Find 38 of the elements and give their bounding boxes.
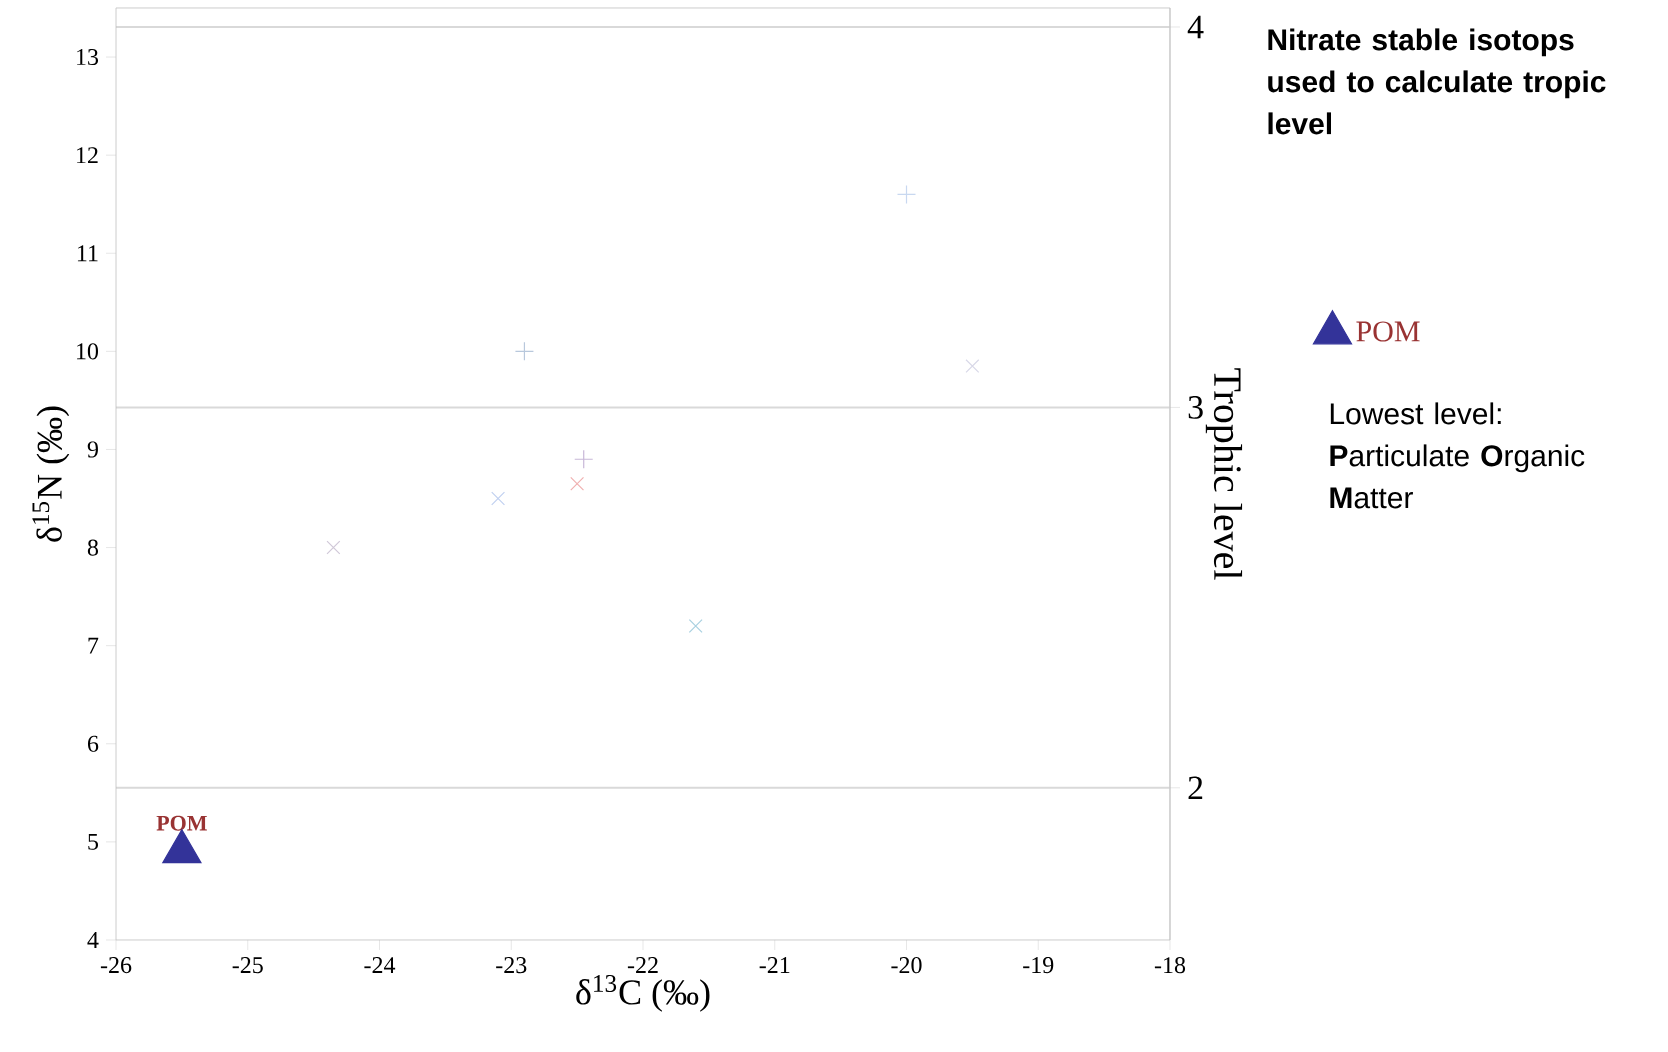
y-tick-label: 10: [77, 343, 99, 360]
text: Lowest level:: [1330, 402, 1501, 425]
x-tick-label: -24: [364, 957, 396, 973]
y-tick-label: 8: [87, 539, 99, 556]
y-tick-label: 5: [88, 833, 99, 850]
x-tick-label: -20: [891, 957, 922, 974]
y-tick-label: 6: [87, 735, 99, 752]
y-tick-label: 12: [77, 147, 98, 164]
point: [688, 619, 703, 634]
x-tick-label: -22: [627, 957, 658, 973]
point: [326, 540, 341, 555]
y2-axis-title: Trophic level: [1205, 368, 1243, 580]
x-tick-label: -21: [759, 957, 790, 973]
legend-label: POM: [1356, 321, 1420, 342]
point: [514, 341, 535, 361]
annotation: POM: [156, 815, 207, 831]
x-tick-label: -26: [100, 957, 132, 974]
y2-tick-label: 4: [1187, 15, 1204, 39]
point: [965, 359, 980, 374]
point: [896, 184, 917, 204]
y-tick-label: 13: [77, 48, 99, 66]
point: [491, 491, 506, 506]
x-tick-label: -18: [1154, 957, 1186, 974]
y-tick-label: 9: [87, 441, 98, 458]
point: [570, 476, 585, 491]
text: Particulate Organic Matter: [1330, 444, 1585, 509]
x-tick-label: -19: [1023, 957, 1054, 974]
y-tick-label: 11: [77, 245, 98, 262]
y-tick-label: 7: [88, 637, 99, 654]
text: Nitrate stable isotops used to calculate tropic level: [1268, 28, 1606, 135]
x-tick-label: -25: [232, 957, 263, 974]
y-tick-label: 4: [87, 932, 99, 948]
x-tick-label: -23: [496, 957, 527, 974]
point: [574, 449, 594, 469]
y2-tick-label: 2: [1188, 776, 1203, 800]
x-axis-title: δ$^{13}$C (‰): [576, 974, 710, 1012]
y-axis-title: δ$^{15}$N (‰): [32, 406, 70, 542]
y2-tick-label: 3: [1188, 395, 1203, 419]
